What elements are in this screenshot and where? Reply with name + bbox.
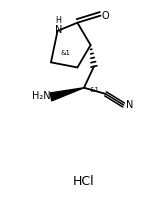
Polygon shape — [50, 88, 84, 101]
Text: N: N — [55, 25, 62, 35]
Text: N: N — [126, 100, 133, 110]
Text: &1: &1 — [90, 87, 100, 93]
Text: H₂N: H₂N — [32, 91, 51, 101]
Text: HCl: HCl — [73, 175, 95, 188]
Text: O: O — [102, 11, 110, 21]
Text: &1: &1 — [61, 50, 71, 56]
Text: H: H — [55, 16, 61, 25]
